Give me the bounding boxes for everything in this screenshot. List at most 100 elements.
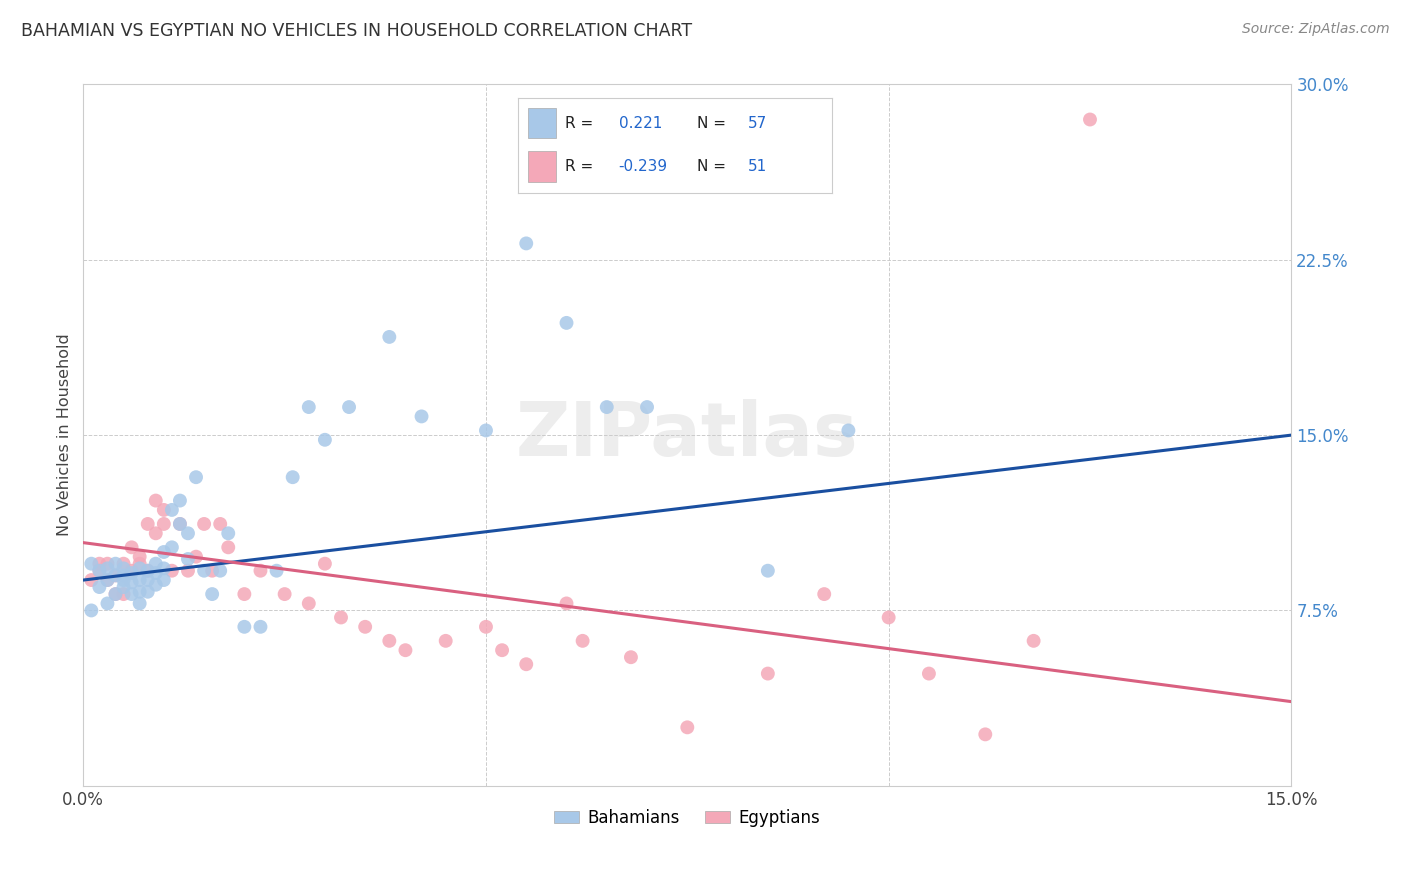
Point: [80, 573, 103, 587]
Point: [96, 557, 118, 571]
Point: [676, 720, 699, 734]
Point: [89, 564, 111, 578]
Point: [813, 587, 835, 601]
Point: [201, 587, 224, 601]
Point: [337, 400, 360, 414]
Point: [128, 573, 150, 587]
Point: [298, 596, 321, 610]
Point: [145, 526, 167, 541]
Point: [136, 584, 159, 599]
Point: [273, 587, 295, 601]
Point: [298, 400, 321, 414]
Point: [128, 561, 150, 575]
Point: [756, 564, 779, 578]
Point: [104, 587, 127, 601]
Point: [153, 545, 176, 559]
Point: [89, 580, 111, 594]
Point: [145, 557, 167, 571]
Point: [281, 470, 304, 484]
Point: [104, 568, 127, 582]
Point: [121, 566, 143, 580]
Point: [515, 657, 537, 672]
Text: BAHAMIAN VS EGYPTIAN NO VEHICLES IN HOUSEHOLD CORRELATION CHART: BAHAMIAN VS EGYPTIAN NO VEHICLES IN HOUS…: [21, 22, 692, 40]
Point: [177, 552, 200, 566]
Point: [378, 633, 401, 648]
Point: [136, 564, 159, 578]
Point: [756, 666, 779, 681]
Point: [145, 578, 167, 592]
Point: [136, 573, 159, 587]
Point: [354, 620, 377, 634]
Point: [217, 541, 239, 555]
Point: [153, 573, 176, 587]
Point: [491, 643, 513, 657]
Point: [877, 610, 900, 624]
Point: [104, 557, 127, 571]
Point: [1022, 633, 1045, 648]
Point: [145, 566, 167, 580]
Point: [555, 596, 578, 610]
Point: [184, 549, 207, 564]
Point: [153, 503, 176, 517]
Point: [96, 573, 118, 587]
Point: [128, 549, 150, 564]
Point: [153, 561, 176, 575]
Point: [314, 433, 336, 447]
Point: [89, 557, 111, 571]
Point: [475, 424, 498, 438]
Point: [89, 564, 111, 578]
Point: [184, 470, 207, 484]
Point: [160, 541, 183, 555]
Point: [128, 584, 150, 599]
Point: [233, 587, 256, 601]
Point: [266, 564, 288, 578]
Point: [112, 561, 135, 575]
Point: [80, 557, 103, 571]
Point: [169, 516, 191, 531]
Legend: Bahamians, Egyptians: Bahamians, Egyptians: [548, 802, 827, 833]
Point: [160, 503, 183, 517]
Point: [104, 568, 127, 582]
Point: [128, 557, 150, 571]
Point: [596, 400, 619, 414]
Point: [160, 564, 183, 578]
Point: [555, 316, 578, 330]
Point: [249, 620, 271, 634]
Text: ZIPatlas: ZIPatlas: [516, 399, 859, 472]
Point: [314, 557, 336, 571]
Text: Source: ZipAtlas.com: Source: ZipAtlas.com: [1241, 22, 1389, 37]
Point: [121, 575, 143, 590]
Point: [411, 409, 433, 424]
Point: [112, 557, 135, 571]
Point: [475, 620, 498, 634]
Point: [121, 587, 143, 601]
Point: [193, 564, 215, 578]
Point: [233, 620, 256, 634]
Point: [112, 573, 135, 587]
Point: [209, 564, 232, 578]
Point: [918, 666, 941, 681]
Point: [394, 643, 416, 657]
Point: [515, 236, 537, 251]
Point: [96, 561, 118, 575]
Point: [434, 633, 457, 648]
Point: [136, 564, 159, 578]
Point: [104, 587, 127, 601]
Point: [571, 633, 593, 648]
Point: [974, 727, 997, 741]
Point: [128, 596, 150, 610]
Point: [177, 564, 200, 578]
Point: [837, 424, 859, 438]
Y-axis label: No Vehicles in Household: No Vehicles in Household: [58, 334, 72, 536]
Point: [636, 400, 658, 414]
Point: [217, 526, 239, 541]
Point: [249, 564, 271, 578]
Point: [378, 330, 401, 344]
Point: [145, 493, 167, 508]
Point: [121, 541, 143, 555]
Point: [620, 650, 643, 665]
Point: [169, 493, 191, 508]
Point: [201, 564, 224, 578]
Point: [153, 516, 176, 531]
Point: [112, 580, 135, 594]
